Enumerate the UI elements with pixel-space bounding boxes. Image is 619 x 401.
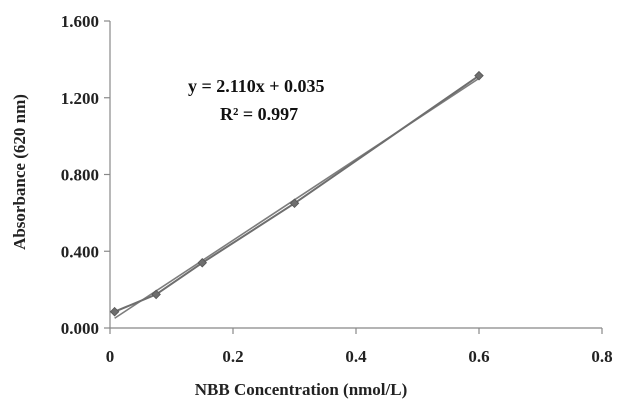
x-tick-label: 0.6 [468, 347, 489, 366]
y-tick-label: 1.600 [61, 12, 99, 31]
x-tick-label: 0.4 [345, 347, 367, 366]
x-tick-label: 0.2 [222, 347, 243, 366]
x-tick-label: 0.8 [591, 347, 612, 366]
y-tick-label: 0.000 [61, 319, 99, 338]
trendline-equation: y = 2.110x + 0.035 [188, 76, 325, 96]
series [109, 70, 484, 319]
y-tick-label: 0.400 [61, 242, 99, 261]
data-point-marker [197, 257, 208, 268]
y-tick-label: 1.200 [61, 89, 99, 108]
y-tick-label: 0.800 [61, 166, 99, 185]
r-squared-label: R² = 0.997 [220, 104, 298, 124]
x-tick-label: 0 [106, 347, 115, 366]
data-point-marker [289, 198, 300, 209]
y-axis-title: Absorbance (620 nm) [10, 94, 29, 250]
axes [109, 21, 602, 329]
x-axis-title: NBB Concentration (nmol/L) [195, 380, 408, 399]
tick-marks [104, 20, 603, 334]
data-point-marker [109, 306, 120, 317]
data-point-marker [151, 289, 161, 300]
tick-labels: 0.000 0.400 0.800 1.200 1.600 0 0.2 0.4 0.6 0.8 [61, 12, 613, 366]
data-point-marker [474, 70, 484, 81]
